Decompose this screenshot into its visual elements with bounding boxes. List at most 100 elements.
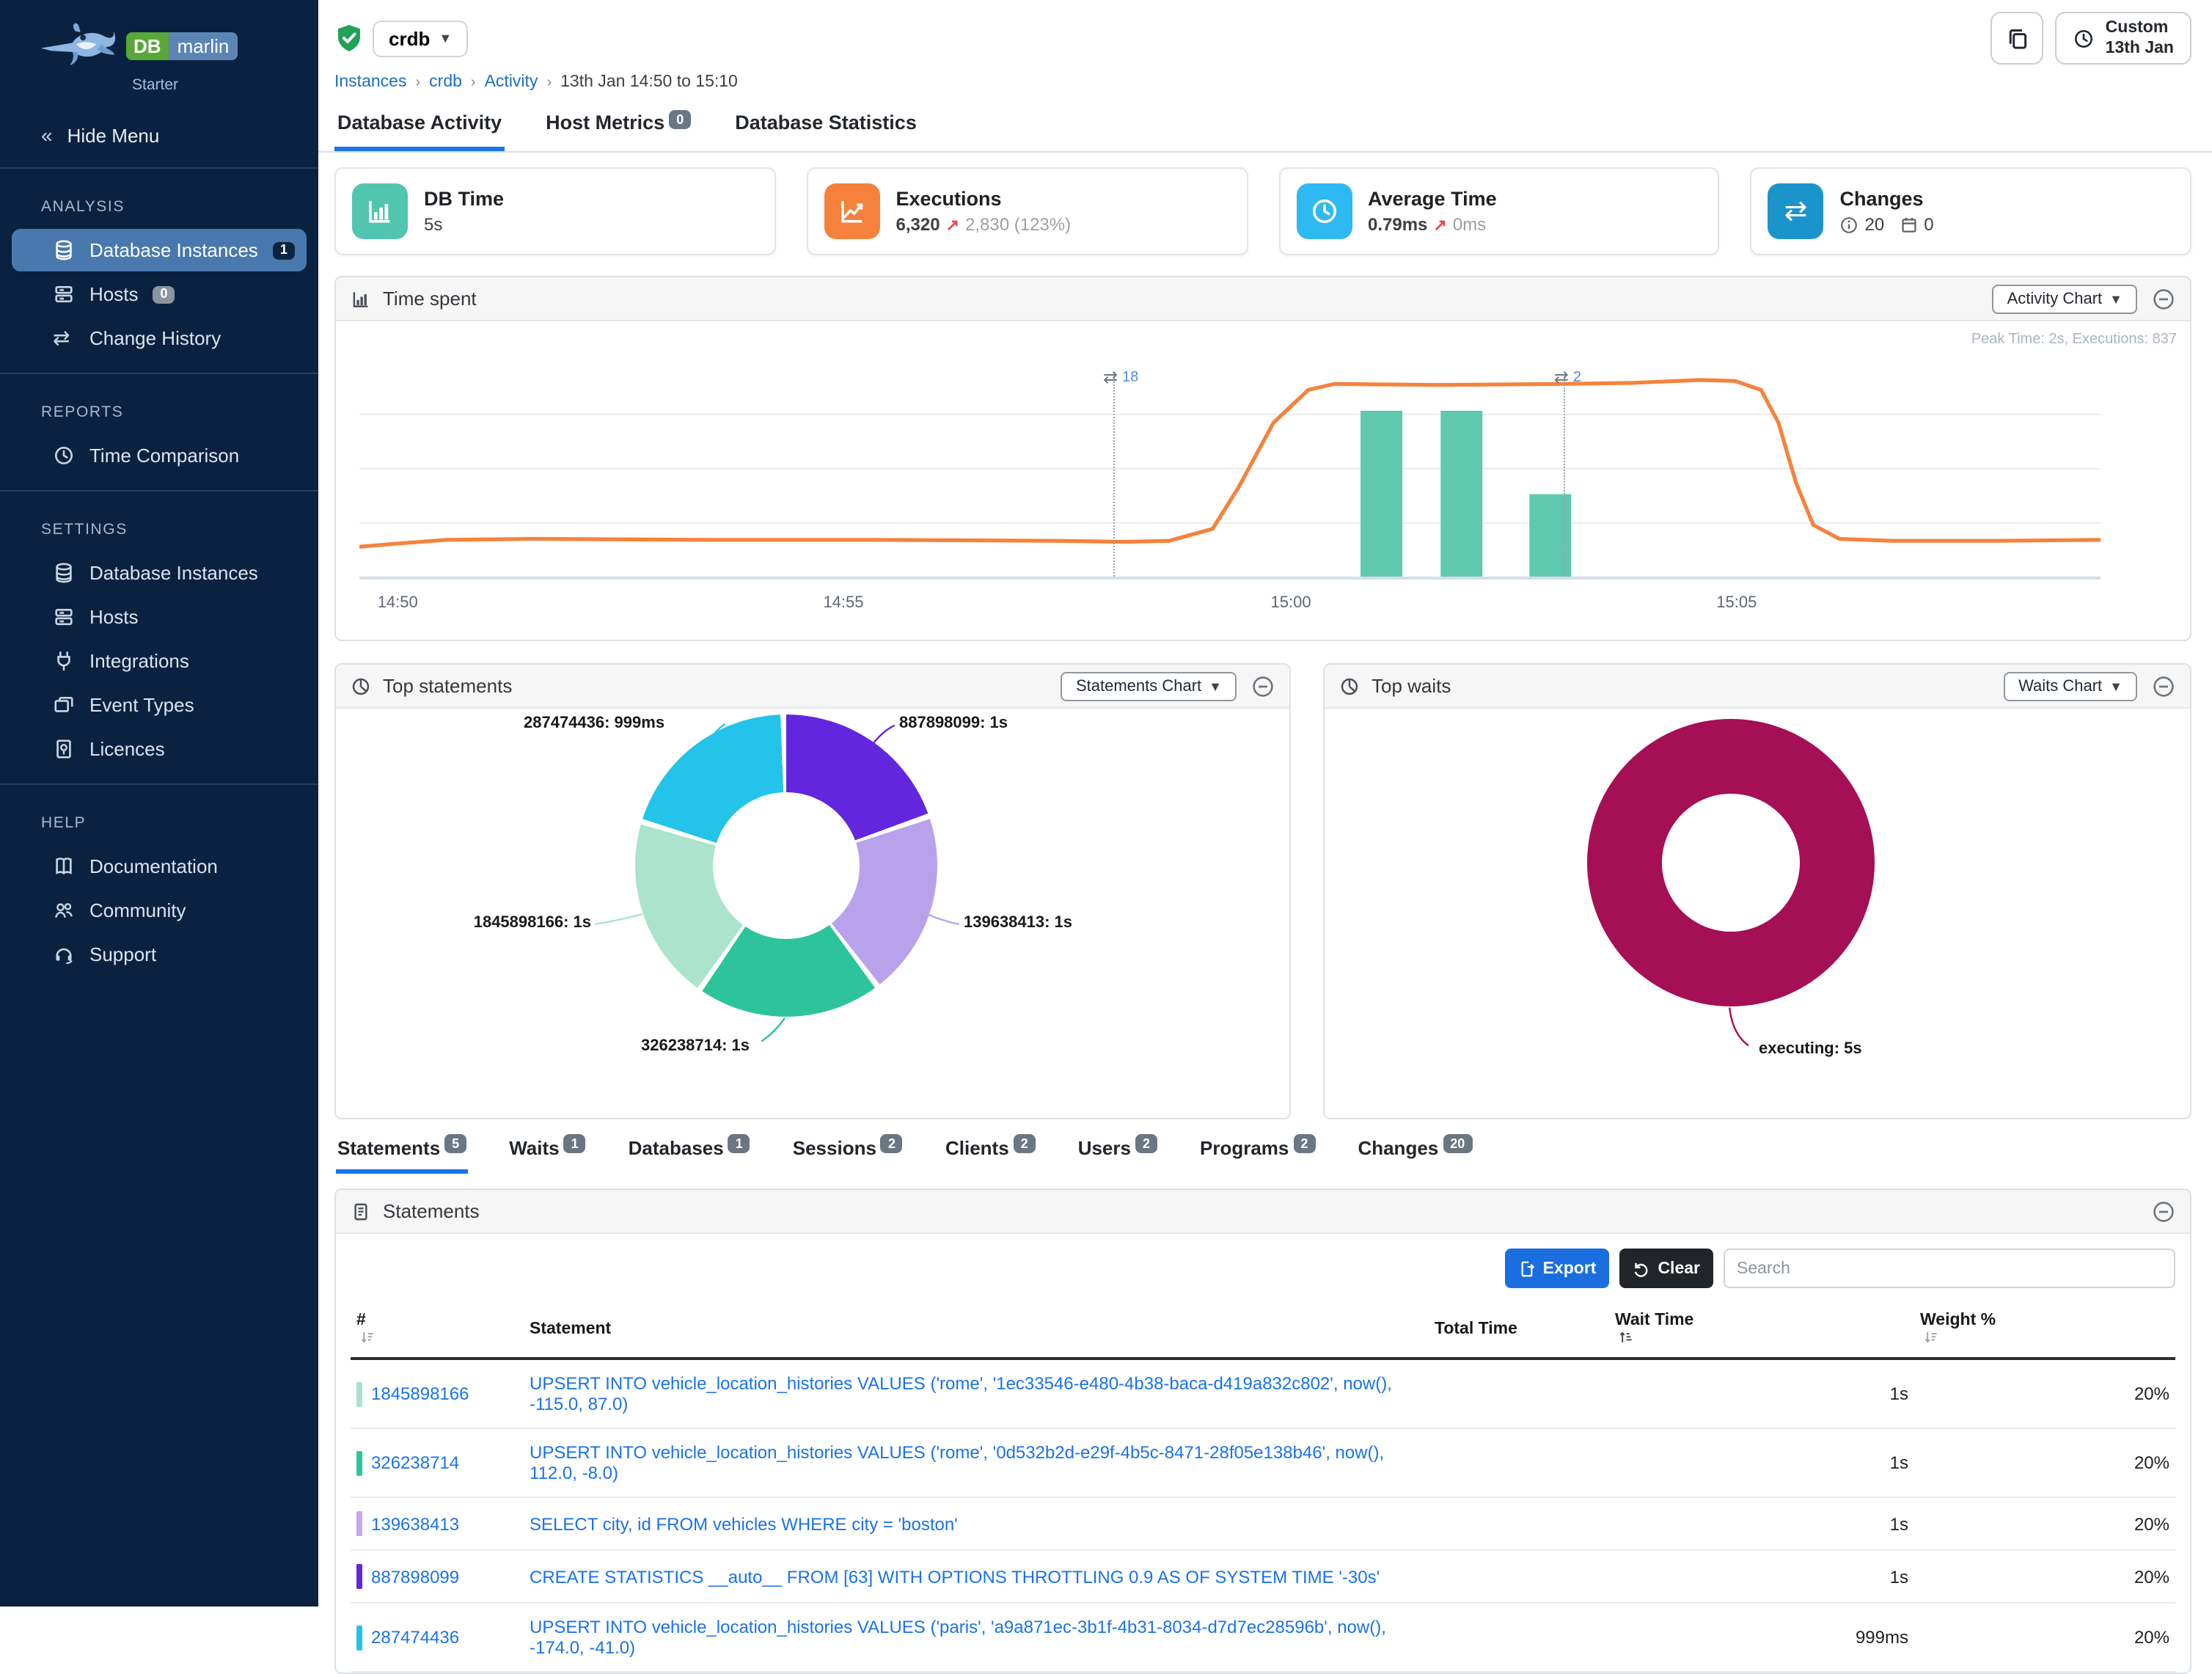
statement-id-link[interactable]: 139638413 [371,1513,460,1534]
collapse-icon[interactable] [2152,674,2175,698]
tab-programs[interactable]: Programs 2 [1198,1133,1316,1174]
statement-id-link[interactable]: 1845898166 [371,1384,469,1404]
copy-link-button[interactable] [1991,12,2044,65]
card-value: 5s [424,214,443,235]
tab-statements[interactable]: Statements 5 [336,1133,469,1174]
statement-id-link[interactable]: 887898099 [371,1566,460,1587]
wait-time-value: 1s [1609,1497,1914,1551]
tab-database-statistics[interactable]: Database Statistics [735,112,917,134]
sidebar-item-documentation[interactable]: Documentation [12,845,307,888]
time-spent-chart[interactable]: Peak Time: 2s, Executions: 837 ⇄ 18 ⇄ 2 14… [336,321,2190,640]
line-chart-icon [824,183,880,239]
export-button[interactable]: Export [1504,1249,1610,1288]
sidebar-item-licences[interactable]: Licences [12,728,307,770]
search-input[interactable] [1724,1249,2175,1288]
statement-link[interactable]: UPSERT INTO vehicle_location_histories V… [530,1617,1386,1658]
clock-icon [2073,27,2095,49]
top-statements-donut[interactable] [635,714,937,1017]
column-header-statement[interactable]: Statement [524,1300,1429,1360]
table-row: 139638413 SELECT city, id FROM vehicles … [351,1497,2175,1551]
sidebar-item-change-history[interactable]: ⇄ Change History [12,317,307,359]
statement-link[interactable]: SELECT city, id FROM vehicles WHERE city… [530,1513,958,1534]
sidebar-item-settings-hosts[interactable]: Hosts [12,596,307,638]
tab-changes[interactable]: Changes 20 [1356,1133,1473,1174]
card-delta: 2,830 (123%) [965,214,1072,235]
statement-link[interactable]: UPSERT INTO vehicle_location_histories V… [530,1373,1392,1414]
collapse-icon[interactable] [2152,1199,2175,1223]
bar-chart-icon [352,183,408,239]
count-badge: 0 [153,285,175,303]
sidebar-item-integrations[interactable]: Integrations [12,640,307,682]
change-annotation-line[interactable]: ⇄ 18 [1103,368,1138,577]
tab-users[interactable]: Users 2 [1077,1133,1159,1174]
dbmarlin-logo-icon [38,18,117,73]
sidebar-item-database-instances[interactable]: Database Instances 1 [12,229,307,271]
chevron-down-icon: ▼ [2109,679,2123,693]
card-title: DB Time [424,188,505,210]
brand-db: DB [126,32,169,59]
statement-link[interactable]: CREATE STATISTICS __auto__ FROM [63] WIT… [530,1566,1380,1587]
sidebar-item-event-types[interactable]: Event Types [12,684,307,726]
statement-link[interactable]: UPSERT INTO vehicle_location_histories V… [530,1442,1385,1483]
sidebar-item-community[interactable]: Community [12,889,307,932]
collapse-icon[interactable] [1251,674,1275,698]
panel-title: Statements [383,1200,480,1222]
wait-time-value: 1s [1609,1359,1914,1429]
card-db-time: DB Time 5s [334,167,776,255]
statement-id-link[interactable]: 326238714 [371,1452,460,1473]
activity-chart-dropdown[interactable]: Activity Chart ▼ [1992,284,2137,313]
clear-button[interactable]: Clear [1619,1249,1713,1288]
time-range-date: 13th Jan [2105,40,2174,57]
top-waits-panel: Top waits Waits Chart ▼ execut [1323,663,2191,1119]
tab-clients[interactable]: Clients 2 [944,1133,1037,1174]
time-range-mode: Custom [2105,18,2169,37]
statements-chart-dropdown[interactable]: Statements Chart ▼ [1061,671,1237,701]
section-title: SETTINGS [41,521,128,538]
statement-id-link[interactable]: 287474436 [371,1627,460,1648]
main-area: crdb ▼ Custom 13th Jan Instances › [318,0,2212,1674]
time-range-button[interactable]: Custom 13th Jan [2055,12,2191,65]
change-annotation-line[interactable]: ⇄ 2 [1554,368,1581,577]
sidebar-item-label: Event Types [89,694,194,716]
sidebar-item-time-comparison[interactable]: Time Comparison [12,434,307,477]
plot-area: ⇄ 18 ⇄ 2 14:50 14:55 15:00 15:05 [359,359,2101,612]
tab-sessions[interactable]: Sessions 2 [791,1133,904,1174]
sidebar-section-reports: REPORTS Time Comparison [0,373,318,490]
column-header-wait-time[interactable]: Wait Time [1609,1300,1914,1360]
export-icon [1518,1260,1536,1277]
breadcrumb-activity[interactable]: Activity [484,73,538,91]
breadcrumb-crdb[interactable]: crdb [429,73,462,91]
sidebar-item-label: Licences [89,738,165,760]
top-waits-donut[interactable] [1587,719,1875,1006]
breadcrumb-instances[interactable]: Instances [334,73,407,91]
detail-tabs: Statements 5 Waits 1 Databases 1 Sessions 2 … [334,1133,2191,1174]
x-axis-tick: 14:55 [823,594,864,612]
annotation-count: 18 [1122,369,1139,385]
sidebar-item-hosts[interactable]: Hosts 0 [12,273,307,315]
statements-toolbar: Export Clear [336,1234,2190,1297]
section-title: REPORTS [41,403,124,421]
tab-databases[interactable]: Databases 1 [627,1133,752,1174]
column-header-total-time[interactable]: Total Time [1429,1300,1609,1360]
brand-edition: Starter [132,76,179,94]
x-axis-tick: 14:50 [377,594,418,612]
count-badge: 2 [1293,1133,1316,1152]
sidebar-item-support[interactable]: Support [12,933,307,976]
hide-menu-button[interactable]: « Hide Menu [0,103,318,169]
column-header-num[interactable]: # [351,1300,524,1360]
tab-host-metrics[interactable]: Host Metrics 0 [543,106,694,151]
book-icon [53,855,75,877]
section-title: HELP [41,814,87,832]
column-header-weight[interactable]: Weight % [1914,1300,2175,1360]
sidebar-item-settings-database-instances[interactable]: Database Instances [12,552,307,594]
collapse-icon[interactable] [2152,287,2175,310]
waits-chart-dropdown[interactable]: Waits Chart ▼ [2004,671,2137,701]
clock-icon [1296,183,1352,239]
tab-database-activity[interactable]: Database Activity [334,106,505,151]
sidebar-item-label: Community [89,899,186,921]
tab-waits[interactable]: Waits 1 [508,1133,587,1174]
top-header: crdb ▼ Custom 13th Jan Instances › [318,0,2212,153]
instance-selector-button[interactable]: crdb ▼ [373,20,469,56]
pie-chart-icon [1339,676,1360,696]
breadcrumb-time-range: 13th Jan 14:50 to 15:10 [560,73,738,91]
